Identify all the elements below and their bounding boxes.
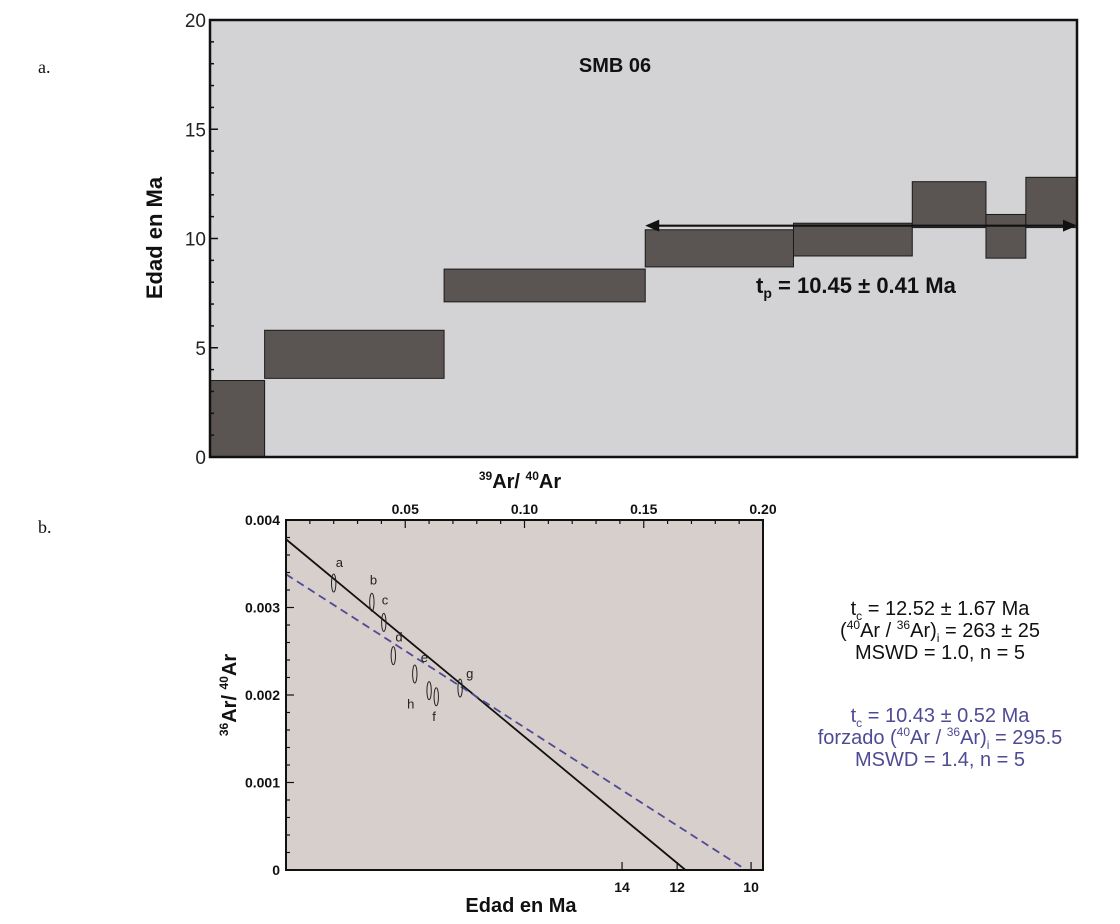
point-label-g: g [466, 666, 473, 681]
arrowhead-right [1063, 219, 1077, 232]
panel-b-letter: b. [38, 517, 52, 537]
result-line-2: (40Ar / 36Ar)i = 263 ± 25 [840, 618, 1040, 645]
y-tick-label: 0.001 [245, 775, 280, 791]
plateau-age-label: tp = 10.45 ± 0.41 Ma [756, 273, 957, 301]
panel-a-letter: a. [38, 57, 51, 77]
y-tick-label: 20 [185, 11, 206, 32]
plot-area-background [210, 20, 1077, 457]
data-point-g [457, 678, 463, 698]
y-tick-label: 15 [185, 120, 206, 141]
point-label-d: d [395, 630, 402, 645]
point-label-f: f [432, 709, 436, 724]
x-tick-label-top: 0.10 [511, 501, 538, 517]
regression-lines [285, 538, 747, 871]
point-label-b: b [370, 572, 377, 587]
x-axis-title-bottom: Edad en Ma [465, 895, 577, 917]
age-step-2 [264, 329, 445, 379]
plateau-arrow [645, 219, 1077, 232]
age-step-3 [443, 268, 646, 303]
data-point-f [433, 687, 439, 707]
y-axis-title: Edad en Ma [142, 176, 167, 299]
age-step-7 [985, 213, 1027, 259]
age-step-6 [911, 181, 987, 229]
result-line-3: MSWD = 1.0, n = 5 [855, 642, 1025, 664]
arrowhead-left [645, 219, 660, 232]
age-step-4 [644, 229, 794, 268]
y-tick-label: 0.004 [245, 512, 280, 528]
data-point-c [381, 612, 387, 632]
age-tick-label: 10 [743, 879, 759, 895]
y-axis-ticks: 0 5 10 15 20 [185, 11, 218, 469]
data-point-a [331, 573, 337, 593]
y-axis-title: 36Ar/ 40Ar [217, 654, 241, 737]
result-line-1: tc = 12.52 ± 1.67 Ma [851, 598, 1031, 623]
x-tick-label-top: 0.05 [392, 501, 419, 517]
data-points: a bc d e h f g [331, 555, 473, 724]
age-tick-label: 14 [614, 879, 630, 895]
y-tick-label: 0.003 [245, 600, 280, 616]
y-tick-label: 10 [185, 230, 206, 251]
age-steps [209, 176, 1078, 458]
x-axis-title-top: 39Ar/ 40Ar [479, 469, 562, 493]
age-step-8 [1025, 176, 1078, 229]
data-point-h [426, 681, 432, 701]
point-label-h: h [407, 697, 414, 712]
data-point-e [412, 664, 418, 684]
forced-result-line-3: MSWD = 1.4, n = 5 [855, 749, 1025, 771]
axis-ticks: 0 0.001 0.002 0.003 0.004 0.05 0.10 0.15 0.20 14 1… [245, 501, 777, 895]
y-tick-label: 0 [195, 448, 206, 469]
plot-area-background [286, 520, 763, 870]
isochron-chart: a bc d e h f g 0 0.001 0.002 0.003 0.004 0.05 0.10 0.… [217, 469, 1062, 917]
data-point-b [369, 592, 375, 612]
y-tick-label: 0.002 [245, 687, 280, 703]
isochron-line [285, 538, 687, 871]
step-heating-chart: 0 5 10 15 20 SMB 06 Edad en Ma tp = 10.45 ± … [142, 11, 1079, 469]
x-tick-label-top: 0.15 [630, 501, 657, 517]
forced-isochron-line [285, 573, 747, 871]
age-step-5 [792, 222, 913, 257]
y-tick-label: 0 [272, 862, 280, 878]
y-tick-label: 5 [195, 339, 206, 360]
chart-title: SMB 06 [579, 55, 651, 77]
point-label-c: c [382, 592, 389, 607]
forced-result-line-2: forzado (40Ar / 36Ar)i = 295.5 [818, 725, 1063, 752]
x-tick-label-top: 0.20 [749, 501, 776, 517]
isochron-results: tc = 12.52 ± 1.67 Ma(40Ar / 36Ar)i = 263… [818, 598, 1063, 771]
age-step-1 [209, 380, 266, 458]
data-point-d [390, 646, 397, 666]
point-label-a: a [336, 555, 344, 570]
forced-result-line-1: tc = 10.43 ± 0.52 Ma [851, 705, 1031, 730]
point-label-e: e [421, 650, 428, 665]
age-tick-label: 12 [669, 879, 685, 895]
